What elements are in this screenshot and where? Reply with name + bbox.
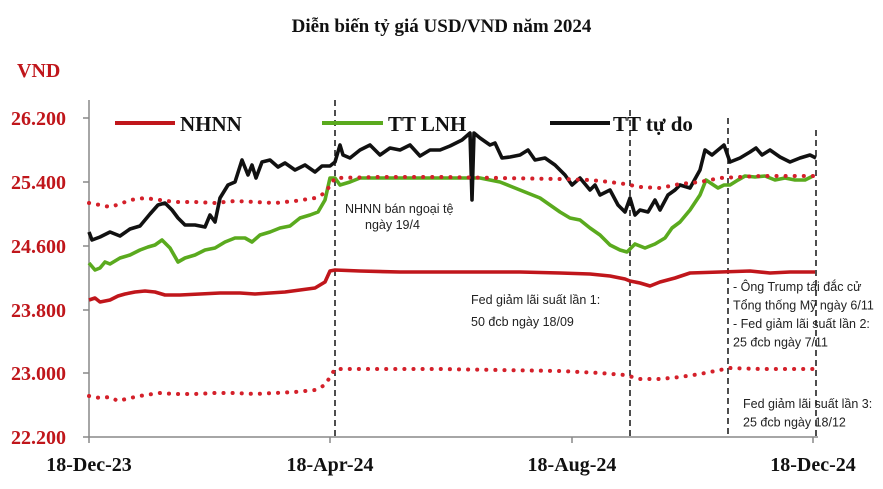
legend-label: NHNN (180, 112, 242, 136)
y-tick-label: 23.800 (11, 300, 66, 322)
y-tick-label: 23.000 (11, 363, 66, 385)
legend-label: TT LNH (388, 112, 466, 136)
annotation-text: - Ông Trump tái đắc cử (733, 279, 862, 294)
annotation-text: 25 đcb ngày 7/11 (733, 336, 828, 350)
annotation-text: ngày 19/4 (365, 218, 420, 232)
chart-title: Diễn biến tỷ giá USD/VND năm 2024 (291, 16, 592, 37)
annotation-text: 25 đcb ngày 18/12 (743, 416, 846, 430)
series-line-dotted (87, 174, 817, 210)
y-tick-label: 25.400 (11, 172, 66, 194)
annotations: NHNN bán ngoại tệ ngày 19/4 Fed giảm lãi s… (345, 202, 874, 430)
x-tick-label: 18-Aug-24 (528, 454, 617, 476)
series-line-tt-tự-do (87, 131, 817, 242)
series-line-dotted (87, 365, 817, 404)
x-tick-label: 18-Dec-23 (46, 454, 132, 476)
y-tick-label: 22.200 (11, 427, 66, 449)
series-group (87, 131, 817, 404)
x-tick-label: 18-Apr-24 (286, 454, 373, 476)
legend: NHNN TT LNH TT tự do (115, 112, 693, 136)
y-tick-label: 24.600 (11, 236, 66, 258)
annotation-text: Fed giảm lãi suất lần 1: (471, 293, 600, 307)
annotation-text: Fed giảm lãi suất lần 3: (743, 397, 872, 411)
axes: 26.200 25.400 24.600 23.800 23.000 22.200 18-D… (11, 100, 856, 476)
annotation-text: - Fed giảm lãi suất lần 2: (733, 317, 870, 331)
annotation-text: Tổng thống Mỹ ngày 6/11 (733, 299, 874, 313)
y-axis-unit-label: VND (17, 60, 61, 82)
series-line-nhnn (88, 268, 815, 304)
legend-label: TT tự do (613, 112, 693, 136)
x-tick-label: 18-Dec-24 (770, 454, 856, 476)
series-line-tt-lnh (87, 174, 814, 272)
annotation-text: NHNN bán ngoại tệ (345, 202, 453, 216)
annotation-text: 50 đcb ngày 18/09 (471, 315, 574, 329)
event-lines (334, 100, 817, 437)
y-tick-label: 26.200 (11, 108, 66, 130)
